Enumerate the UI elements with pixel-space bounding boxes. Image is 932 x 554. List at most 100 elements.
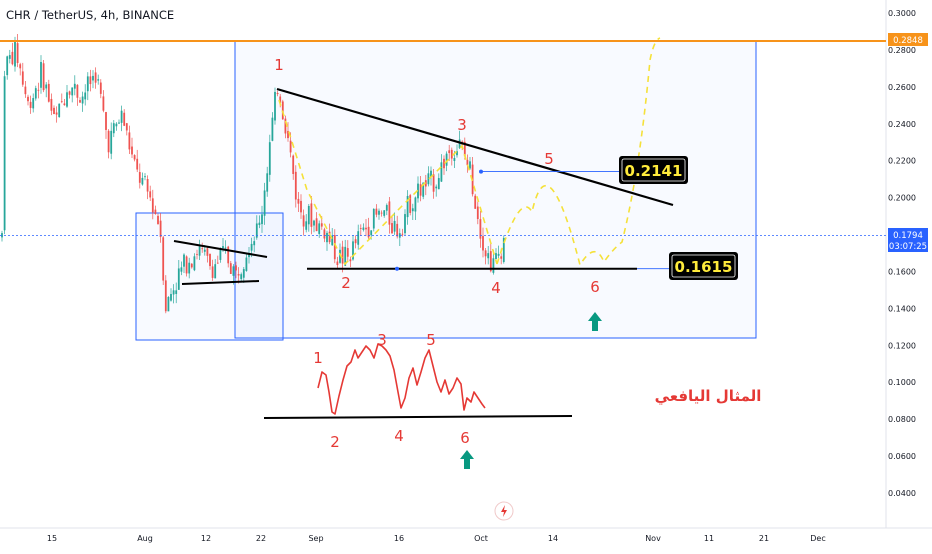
candle-body [419,184,422,196]
candle-body [167,296,170,312]
wave-label-example: 6 [460,429,470,447]
example-support-line[interactable] [263,415,573,419]
candle-body [495,253,497,259]
level-tag-upper-text: 0.2141 [625,162,683,180]
candle-body [294,171,297,200]
descending-trendline[interactable] [276,87,674,207]
price-marker-orange-text: 0.2848 [893,36,923,46]
candle-body [209,253,211,267]
candle-body [60,101,63,103]
candle-body [115,123,118,127]
example-caption: المثال اليافعي [655,387,762,405]
wave-label-example: 3 [377,331,387,349]
wave-label-main: 3 [457,116,467,134]
candle-body [409,195,412,213]
candle-body [320,223,323,227]
labels-layer: 1 2 3 4 5 6 1 2 3 4 5 6 [274,56,602,469]
candle-body [297,198,300,204]
candle-body [229,263,232,274]
candle-body [201,248,204,250]
boxes-layer [135,40,757,341]
candle-body [482,236,484,251]
candle-body [138,172,141,183]
candle-body [500,256,503,259]
candle-body [235,265,237,271]
candle-body [162,237,165,281]
time-tick-label: 11 [704,534,714,543]
candle-body [443,158,445,169]
candle-body [32,98,35,109]
candle-body [258,222,261,225]
up-arrow-icon [460,450,474,469]
candle-body [8,55,11,59]
candle-body [222,246,224,249]
price-tick-label: 0.1600 [888,267,916,276]
candle-body [196,253,198,255]
candle-body [398,233,401,238]
candle-body [170,293,172,301]
pennant-upper-line[interactable] [173,240,268,258]
pennant-lower-line[interactable] [181,280,260,285]
candle-body [463,141,466,157]
candle-body [92,75,94,81]
tradingview-logo-icon[interactable] [494,501,514,521]
drawings-layer [0,40,886,419]
wave-label-example: 2 [330,433,340,451]
up-arrow-main [588,312,602,331]
candle-body [302,215,305,227]
candle-body [250,243,253,251]
candle-body [430,170,432,177]
wave-label-example: 4 [394,427,404,445]
candle-body [274,91,276,121]
candle-body [432,174,435,192]
level-tag-upper[interactable]: 0.2141 [619,156,688,184]
candle-body [352,241,354,260]
wave-label-main: 5 [544,150,554,168]
candle-body [240,274,243,280]
candle-body [401,233,404,235]
wave-label-main: 4 [491,279,501,297]
candle-body [450,149,453,159]
candle-body [76,84,79,98]
candle-body [232,266,235,276]
price-tick-label: 0.2600 [888,83,916,92]
candle-body [331,235,334,246]
time-axis: 15 Aug 12 22 Sep 16 Oct 14 Nov 11 21 Dec [47,534,826,543]
candle-body [248,253,250,258]
candle-body [21,71,24,85]
candle-body [445,153,448,166]
level-tag-lower[interactable]: 0.1615 [669,252,738,280]
candle-body [383,210,386,216]
highlight-box-small[interactable] [135,212,284,341]
candle-body [188,262,191,274]
candle-body [336,261,339,266]
candle-body [479,219,482,239]
candle-body [333,235,336,260]
candle-body [120,110,123,123]
candle-body [141,177,144,185]
candle-body [300,200,302,213]
candle-body [89,76,92,85]
candle-body [3,76,6,231]
candle-body [414,197,417,212]
candle-body [172,290,175,295]
candle-body [40,61,42,88]
price-marker-orange: 0.2848 [888,33,928,46]
price-axis-bg[interactable] [886,0,932,550]
candle-body [279,96,282,103]
candle-body [34,88,37,99]
price-tick-label: 0.2000 [888,194,916,203]
candle-body [193,256,196,271]
candle-body [339,249,341,263]
candle-body [151,198,154,213]
time-tick-label: Nov [645,534,661,543]
candle-body [6,56,9,76]
candle-body [29,101,32,108]
price-tick-label: 0.1000 [888,378,916,387]
candle-body [11,51,14,65]
candle-body [456,151,458,156]
price-tick-label: 0.2800 [888,46,916,55]
candle-body [211,266,214,278]
